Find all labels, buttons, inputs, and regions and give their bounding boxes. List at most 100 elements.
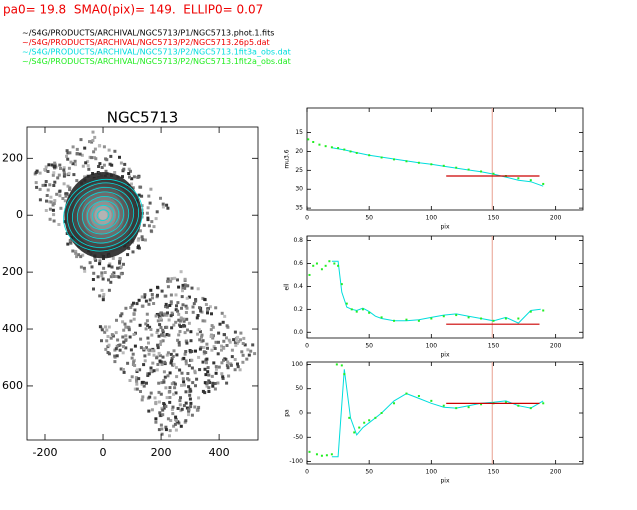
- image-pixel: [141, 238, 145, 242]
- image-pixel: [78, 152, 82, 156]
- image-pixel: [172, 323, 176, 327]
- image-pixel: [196, 314, 200, 317]
- image-pixel: [200, 335, 203, 339]
- image-pixel: [64, 194, 68, 198]
- image-pixel: [48, 217, 52, 221]
- image-pixel: [206, 346, 209, 350]
- image-pixel: [165, 353, 169, 357]
- image-pixel: [124, 334, 128, 338]
- image-pixel: [194, 349, 197, 353]
- image-pixel: [179, 270, 183, 274]
- image-pixel: [46, 170, 50, 173]
- image-pixel: [111, 256, 115, 260]
- data-point: [442, 164, 445, 167]
- image-pixel: [241, 360, 245, 364]
- image-pixel: [207, 379, 211, 383]
- image-pixel: [171, 412, 175, 416]
- image-pixel: [201, 296, 205, 300]
- image-pixel: [166, 351, 170, 355]
- y-tick-label: 0.2: [293, 306, 303, 313]
- x-tick-label: 100: [426, 469, 438, 476]
- image-pixel: [131, 186, 135, 190]
- image-pixel: [151, 361, 155, 365]
- image-pixel: [206, 366, 210, 370]
- image-pixel: [179, 396, 182, 400]
- image-pixel: [169, 279, 173, 283]
- image-pixel: [171, 355, 175, 358]
- image-pixel: [152, 302, 156, 305]
- y-tick-label: -100: [289, 458, 303, 465]
- image-pixel: [218, 322, 222, 326]
- y-tick-label: 600: [2, 379, 23, 392]
- y-tick-label: 400: [2, 322, 23, 335]
- image-pixel: [147, 352, 151, 356]
- image-pixel: [128, 335, 132, 339]
- image-pixel: [185, 306, 189, 310]
- data-point: [504, 401, 507, 404]
- image-pixel: [225, 344, 229, 347]
- image-pixel: [135, 382, 139, 386]
- file-path: ~/S4G/PRODUCTS/ARCHIVAL/NGC5713/P2/NGC57…: [22, 57, 291, 66]
- image-pixel: [160, 406, 164, 410]
- image-pixel: [137, 193, 141, 197]
- image-pixel: [172, 392, 176, 396]
- y-tick-label: 30: [295, 186, 303, 193]
- image-pixel: [156, 293, 159, 297]
- image-pixel: [90, 156, 94, 160]
- image-pixel: [184, 362, 188, 366]
- image-pixel: [68, 151, 72, 155]
- image-pixel: [136, 238, 140, 242]
- image-pixel: [180, 306, 183, 310]
- image-pixel: [154, 217, 158, 221]
- data-point: [330, 146, 333, 149]
- image-pixel: [188, 397, 192, 401]
- image-pixel: [130, 182, 133, 186]
- image-pixel: [189, 330, 193, 334]
- image-pixel: [156, 328, 160, 332]
- image-pixel: [235, 339, 239, 343]
- image-pixel: [221, 377, 225, 380]
- x-tick-label: 200: [550, 469, 562, 476]
- image-pixel: [144, 322, 148, 326]
- image-pixel: [191, 381, 195, 385]
- image-pixel: [158, 400, 161, 404]
- y-axis-label: mu3.6: [284, 149, 291, 168]
- image-pixel: [183, 352, 187, 356]
- data-point: [312, 264, 315, 267]
- image-pixel: [239, 331, 243, 335]
- image-pixel: [220, 361, 224, 365]
- image-pixel: [93, 135, 97, 139]
- image-pixel: [100, 274, 104, 278]
- image-pixel: [109, 275, 113, 279]
- image-pixel: [66, 151, 70, 155]
- data-point: [343, 148, 346, 151]
- data-point: [380, 316, 383, 319]
- image-pixel: [102, 145, 106, 149]
- image-pixel: [91, 172, 95, 175]
- image-pixel: [117, 275, 121, 279]
- image-pixel: [195, 408, 199, 412]
- image-pixel: [129, 306, 133, 309]
- image-pixel: [228, 340, 232, 344]
- image-pixel: [106, 335, 110, 338]
- image-pixel: [74, 251, 78, 255]
- image-pixel: [126, 361, 130, 365]
- image-pixel: [198, 338, 202, 342]
- image-pixel: [112, 275, 116, 278]
- image-pixel: [198, 306, 201, 310]
- y-tick-label: 0.6: [293, 260, 303, 267]
- image-pixel: [110, 273, 114, 277]
- image-pixel: [177, 318, 181, 322]
- image-pixel: [105, 339, 109, 343]
- image-pixel: [173, 422, 177, 426]
- image-pixel: [98, 325, 102, 329]
- image-pixel: [74, 163, 77, 167]
- image-pixel: [181, 289, 184, 293]
- image-pixel: [147, 341, 150, 345]
- image-pixel: [152, 349, 156, 353]
- image-pixel: [196, 287, 200, 291]
- image-pixel: [174, 293, 178, 297]
- image-pixel: [158, 359, 162, 363]
- image-pixel: [146, 216, 150, 220]
- image-pixel: [174, 320, 178, 324]
